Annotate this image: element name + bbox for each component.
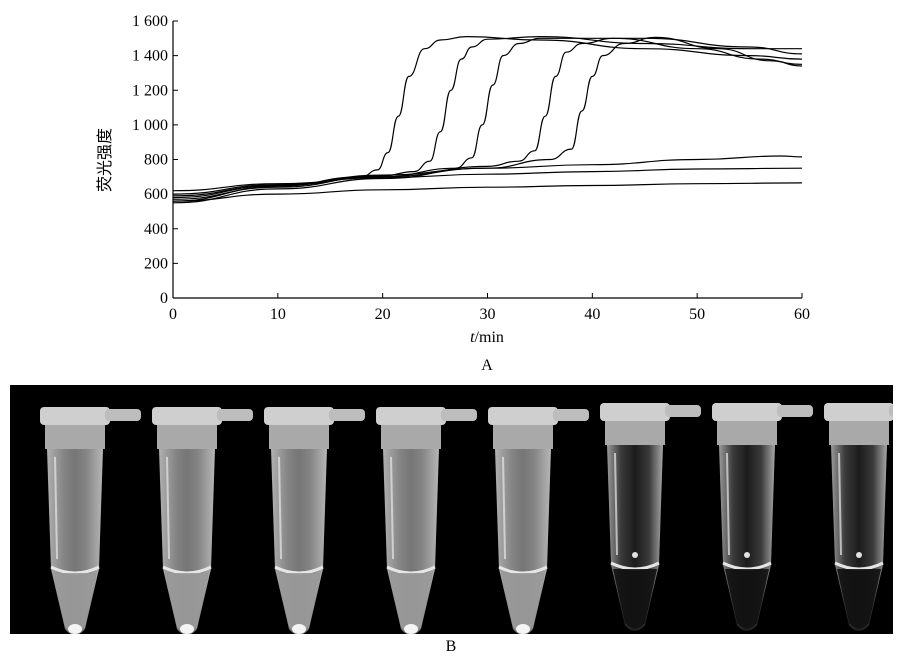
tube-7 <box>712 403 813 631</box>
tube-2 <box>152 407 253 634</box>
x-axis-label-variable: t <box>470 329 475 346</box>
tube-cap <box>376 407 446 425</box>
tube-collar <box>493 425 553 449</box>
y-tick-label: 0 <box>160 290 168 307</box>
x-axis-label: t/min <box>470 329 504 346</box>
series-line-7 <box>172 167 803 192</box>
tubes-photo <box>10 385 893 634</box>
tube-collar <box>381 425 441 449</box>
x-tick-label: 20 <box>375 306 391 323</box>
tube-cap <box>264 407 334 425</box>
tube-collar <box>45 425 105 449</box>
tube-bubble <box>632 552 638 558</box>
tube-lid-tab <box>329 409 365 421</box>
tube-highlight <box>166 456 170 560</box>
tube-liquid <box>53 573 97 633</box>
x-tick-label: 40 <box>584 306 600 323</box>
y-tick-label: 1 400 <box>132 48 168 65</box>
tubes-illustration <box>40 403 893 634</box>
tube-liquid <box>837 569 881 629</box>
tube-8 <box>824 403 893 631</box>
y-tick-label: 1 000 <box>132 117 168 134</box>
x-tick-label: 10 <box>270 306 286 323</box>
fluorescence-chart: 0 200 400 600 800 1 000 1 200 1 400 1 600 0 10 20 30… <box>95 13 810 374</box>
tube-liquid <box>501 573 545 633</box>
tube-bubble <box>744 552 750 558</box>
tube-lid-tab <box>441 409 477 421</box>
tube-cap <box>488 407 558 425</box>
tube-pellet <box>516 624 530 634</box>
tube-collar <box>605 421 665 445</box>
y-tick-label: 600 <box>144 186 168 203</box>
tube-liquid <box>725 569 769 629</box>
tube-pellet <box>292 624 306 634</box>
tube-collar <box>829 421 889 445</box>
y-tick-label: 200 <box>144 255 168 272</box>
tube-cap <box>824 403 893 421</box>
tube-pellet <box>404 624 418 634</box>
y-tick-label: 400 <box>144 221 168 238</box>
series-line-8 <box>172 182 803 202</box>
tube-highlight <box>502 456 506 560</box>
tube-collar <box>269 425 329 449</box>
series-line-4 <box>172 37 803 204</box>
tube-highlight <box>726 452 730 556</box>
tube-bubble <box>856 552 862 558</box>
tube-highlight <box>278 456 282 560</box>
tube-5 <box>488 407 589 634</box>
y-axis-label: 荧光强度 <box>95 128 114 192</box>
tube-lid-tab <box>553 409 589 421</box>
tube-highlight <box>614 452 618 556</box>
tube-cap <box>40 407 110 425</box>
y-tick-label: 800 <box>144 152 168 169</box>
tube-liquid <box>389 573 433 633</box>
tube-1 <box>40 407 141 634</box>
x-tick-label: 50 <box>689 306 705 323</box>
tube-lid-tab <box>777 405 813 417</box>
tube-pellet <box>180 624 194 634</box>
tube-lid-tab <box>105 409 141 421</box>
tube-6 <box>600 403 701 631</box>
tube-liquid <box>165 573 209 633</box>
tube-cap <box>712 403 782 421</box>
tube-collar <box>717 421 777 445</box>
series-line-1 <box>172 35 803 202</box>
plot-area: 0 200 400 600 800 1 000 1 200 1 400 1 600 0 10 20 30… <box>132 13 810 323</box>
panel-label-a: A <box>481 357 493 374</box>
series-line-5 <box>172 36 803 195</box>
series-line-6 <box>172 155 803 197</box>
y-tick-label: 1 200 <box>132 82 168 99</box>
tube-liquid <box>277 573 321 633</box>
tube-collar <box>157 425 217 449</box>
tube-highlight <box>390 456 394 560</box>
tube-lid-tab <box>665 405 701 417</box>
tube-4 <box>376 407 477 634</box>
series-line-2 <box>172 35 802 200</box>
x-tick-label: 60 <box>794 306 810 323</box>
x-axis-label-unit: /min <box>475 329 504 346</box>
tube-pellet <box>68 624 82 634</box>
tube-highlight <box>838 452 842 556</box>
x-tick-label: 0 <box>169 306 177 323</box>
tube-liquid <box>613 569 657 629</box>
tube-lid-tab <box>217 409 253 421</box>
y-tick-label: 1 600 <box>132 13 168 30</box>
tube-cap <box>600 403 670 421</box>
tube-3 <box>264 407 365 634</box>
panel-label-b: B <box>445 638 457 655</box>
tube-cap <box>152 407 222 425</box>
tube-highlight <box>54 456 58 560</box>
x-tick-label: 30 <box>480 306 496 323</box>
tube-lid-tab <box>889 405 893 417</box>
